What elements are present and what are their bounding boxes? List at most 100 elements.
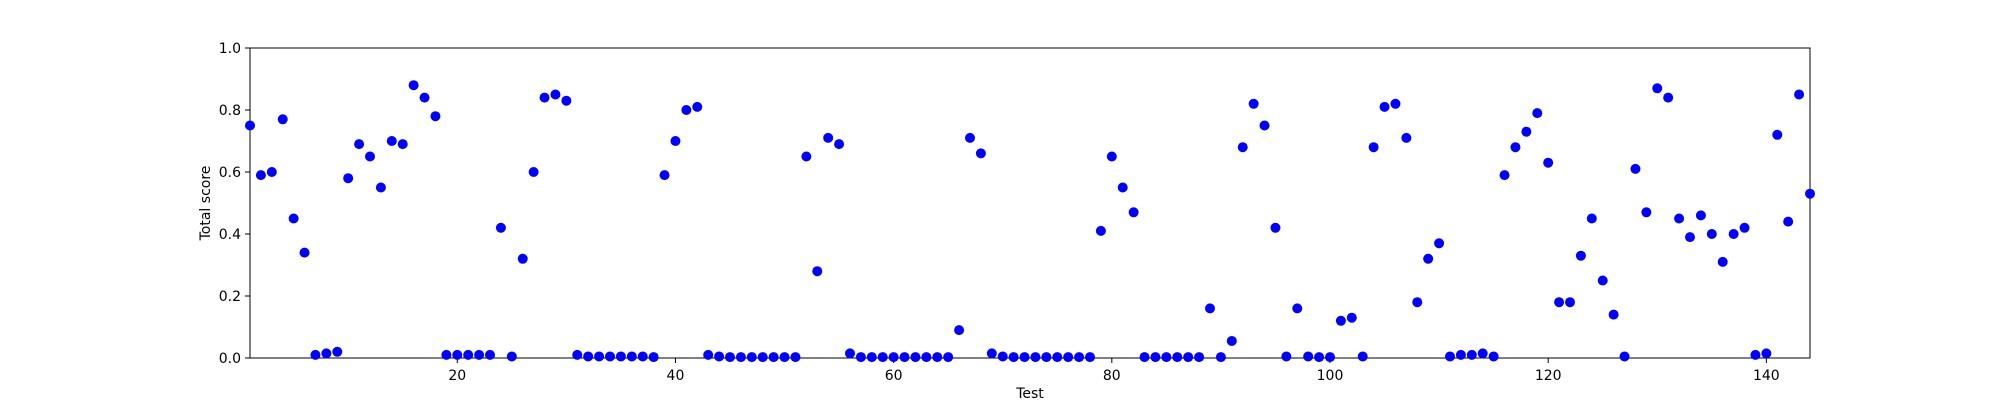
data-point [1346, 312, 1357, 323]
data-point [1521, 126, 1532, 137]
data-point [1019, 352, 1030, 363]
data-point [1041, 352, 1052, 363]
data-point [1085, 352, 1095, 363]
data-point [1172, 352, 1183, 363]
data-point [255, 170, 266, 181]
y-tick-label: 0.2 [219, 289, 241, 305]
data-point [1052, 352, 1063, 363]
data-point [1379, 101, 1390, 112]
data-point [746, 352, 757, 363]
data-point [1488, 351, 1499, 362]
y-axis-ticks: 0.0 0.2 0.4 0.6 0.8 1.0 [219, 41, 250, 367]
data-point [1772, 129, 1783, 140]
x-tick-label: 140 [1753, 368, 1780, 384]
data-point [1237, 142, 1248, 153]
data-point [1641, 207, 1652, 218]
data-point [1783, 216, 1794, 227]
data-point [277, 114, 288, 125]
data-point [768, 352, 779, 363]
data-point [419, 92, 430, 103]
data-point [932, 352, 943, 363]
y-tick-label: 0.4 [219, 227, 241, 243]
data-point [1445, 351, 1455, 362]
data-point [1739, 222, 1750, 233]
data-point [321, 348, 332, 359]
x-tick-label: 100 [1317, 368, 1344, 384]
data-point [1706, 229, 1717, 239]
data-point [1150, 352, 1161, 363]
data-point [1226, 335, 1237, 346]
x-tick-label: 40 [667, 368, 685, 384]
data-point [714, 351, 725, 362]
data-point [1314, 352, 1325, 363]
data-point [637, 351, 648, 362]
x-tick-label: 60 [885, 368, 903, 384]
data-point [735, 352, 746, 363]
data-point [997, 351, 1008, 362]
data-point [1161, 352, 1172, 363]
data-point [1554, 297, 1565, 308]
data-point [430, 111, 441, 122]
data-point [1281, 351, 1292, 362]
data-point [343, 173, 354, 184]
data-point [670, 136, 681, 146]
data-point [1030, 352, 1041, 363]
data-point [1074, 352, 1085, 363]
data-point [1259, 120, 1270, 131]
x-axis-ticks: 20 40 60 80 100 120 140 [448, 358, 1780, 384]
data-point [1270, 222, 1281, 233]
data-point [1685, 232, 1695, 243]
data-point [921, 352, 932, 363]
data-point [441, 349, 452, 360]
data-point [386, 136, 397, 146]
data-point [463, 349, 474, 360]
x-tick-label: 80 [1103, 368, 1121, 384]
data-point [452, 349, 463, 360]
data-point [594, 351, 605, 362]
data-point [801, 151, 812, 162]
data-point [888, 352, 899, 363]
data-point [1368, 142, 1379, 153]
data-point [1543, 157, 1554, 168]
y-axis-label: Total score [198, 166, 214, 242]
data-point [943, 352, 954, 363]
data-point [1794, 89, 1805, 100]
data-point [1499, 170, 1510, 181]
data-point [1597, 275, 1608, 286]
x-tick-label: 20 [448, 368, 466, 384]
data-point [834, 139, 845, 150]
data-point [1325, 352, 1335, 363]
data-point [1357, 351, 1368, 362]
data-point [1586, 213, 1597, 224]
data-point [1466, 349, 1477, 360]
x-tick-label: 120 [1535, 368, 1562, 384]
data-point [812, 266, 823, 277]
data-point [725, 352, 735, 363]
data-point [866, 352, 877, 363]
data-point [1139, 352, 1150, 363]
plot-area [249, 47, 1811, 359]
data-point [855, 352, 866, 363]
data-point [1630, 163, 1641, 174]
data-point [506, 351, 517, 362]
data-points [245, 80, 1815, 363]
data-point [1215, 352, 1226, 363]
data-point [1477, 348, 1488, 359]
data-point [910, 352, 921, 363]
data-point [1761, 348, 1772, 359]
data-point [1695, 210, 1706, 221]
data-point [1510, 142, 1521, 153]
data-point [703, 349, 714, 360]
y-tick-label: 0.8 [219, 103, 241, 119]
x-axis-label: Test [1015, 386, 1044, 400]
data-point [310, 349, 321, 360]
data-point [779, 352, 790, 363]
data-point [572, 349, 583, 360]
data-point [1412, 297, 1423, 308]
data-point [692, 101, 703, 112]
data-point [299, 247, 310, 258]
data-point [1063, 352, 1074, 363]
data-point [1805, 188, 1815, 199]
data-point [877, 352, 888, 363]
